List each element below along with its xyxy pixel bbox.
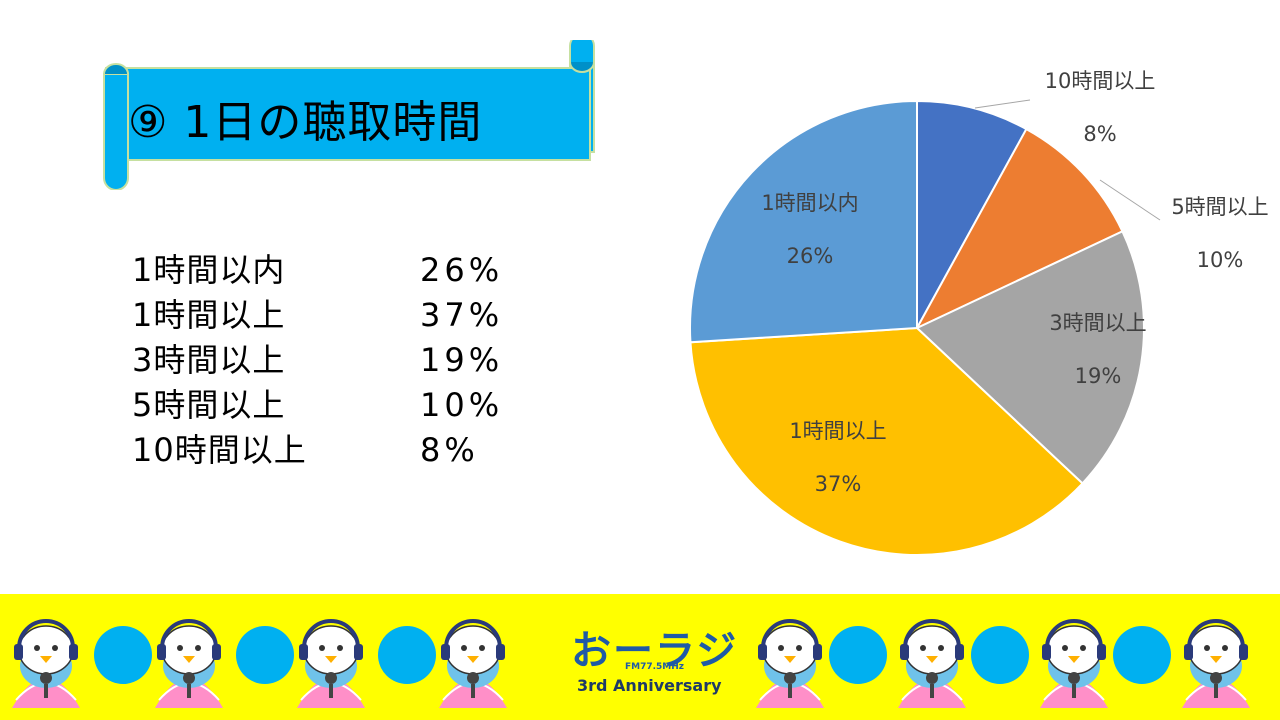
summary-label: 1時間以上 (132, 296, 286, 334)
leader-line (974, 99, 1031, 109)
slice-value-label: 10% (1197, 248, 1244, 272)
decorative-dot (236, 626, 294, 684)
penguin-mascot-icon (888, 608, 976, 712)
summary-row: 1時間以上 37% (132, 293, 512, 338)
slice-category-label: 5時間以上 (1171, 195, 1268, 219)
pie-slice (689, 99, 918, 344)
summary-value: 8% (420, 431, 479, 469)
summary-row: 10時間以上 8% (132, 428, 512, 473)
slice-category-label: 1時間以上 (789, 419, 886, 443)
slice-value-label: 37% (815, 472, 862, 496)
decorative-dot (971, 626, 1029, 684)
pie-slice (916, 99, 1028, 329)
summary-value: 37% (420, 296, 504, 334)
summary-value: 10% (420, 386, 504, 424)
logo-frequency: FM77.5MHz (625, 662, 685, 672)
pie-chart: 10時間以上 8% 5時間以上 10% 3時間以上 19% 1時間以上 37% 1時間以内 26% (689, 69, 1269, 556)
slice-category-label: 1時間以内 (761, 191, 858, 215)
summary-row: 1時間以内 26% (132, 248, 512, 293)
title-banner (103, 40, 595, 190)
summary-row: 5時間以上 10% (132, 383, 512, 428)
summary-value: 26% (420, 251, 504, 289)
station-logo: おーラジ FM77.5MHz 3rd Anniversary (565, 614, 736, 710)
decorative-dot (94, 626, 152, 684)
slice-value-label: 26% (787, 244, 834, 268)
summary-label: 10時間以上 (132, 431, 307, 469)
penguin-mascot-icon (145, 608, 233, 712)
penguin-mascot-icon (746, 608, 834, 712)
pie-slice (914, 127, 1124, 331)
penguin-mascot-icon (429, 608, 517, 712)
summary-row: 3時間以上 19% (132, 338, 512, 383)
penguin-mascot-icon (1172, 608, 1260, 712)
logo-text: おーラジ (571, 628, 739, 674)
slice-category-label: 10時間以上 (1045, 69, 1156, 93)
logo-anniversary: 3rd Anniversary (577, 676, 722, 695)
summary-value: 19% (420, 341, 504, 379)
summary-label: 3時間以上 (132, 341, 286, 379)
footer-strip: おーラジ FM77.5MHz 3rd Anniversary (0, 594, 1280, 720)
summary-label: 1時間以内 (132, 251, 286, 289)
page-title: ⑨ 1日の聴取時間 (128, 97, 483, 148)
penguin-mascot-icon (2, 608, 90, 712)
summary-label: 5時間以上 (132, 386, 286, 424)
slice-value-label: 19% (1075, 364, 1122, 388)
leader-line (1099, 179, 1161, 221)
slice-value-label: 8% (1083, 122, 1116, 146)
decorative-dot (378, 626, 436, 684)
penguin-mascot-icon (1030, 608, 1118, 712)
pie-slice (689, 326, 1084, 556)
penguin-mascot-icon (287, 608, 375, 712)
summary-list: 1時間以内 26% 1時間以上 37% 3時間以上 19% 5時間以上 10% … (132, 248, 512, 473)
decorative-dot (829, 626, 887, 684)
decorative-dot (1113, 626, 1171, 684)
pie-slice (915, 230, 1146, 485)
slice-category-label: 3時間以上 (1049, 311, 1146, 335)
